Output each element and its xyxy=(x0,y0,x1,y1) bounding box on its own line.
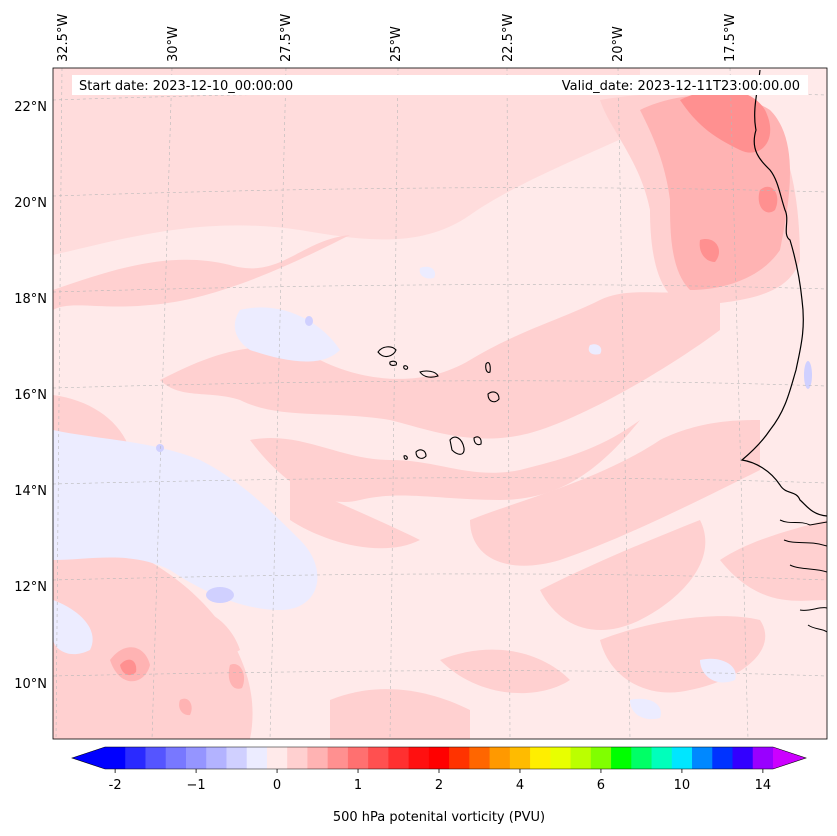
lon-label: 17.5°W xyxy=(723,14,738,62)
valid-date-text: Valid_date: 2023-12-11T23:00:00.00 xyxy=(562,79,800,94)
colorbar-cell xyxy=(125,747,146,769)
colorbar-cell xyxy=(631,747,653,769)
colorbar-cell xyxy=(550,747,572,769)
start-date-text: Start date: 2023-12-10_00:00:00 xyxy=(79,79,293,94)
colorbar-cell xyxy=(590,747,612,769)
colorbar-cell xyxy=(206,747,227,769)
colorbar: -2 −1 0 1 2 4 6 10 14 500 hPa potenital vorticit… xyxy=(71,746,807,825)
colorbar-extend-low xyxy=(72,747,105,769)
map-frame xyxy=(52,67,828,740)
lon-label: 25°W xyxy=(389,26,404,62)
colorbar-cell xyxy=(408,747,430,769)
lon-label: 27.5°W xyxy=(279,14,294,62)
longitude-labels: 32.5°W 30°W 27.5°W 25°W 22.5°W 20°W 17.5… xyxy=(56,14,738,62)
lon-label: 32.5°W xyxy=(56,14,71,62)
colorbar-tick-label: 14 xyxy=(755,778,772,793)
colorbar-cell xyxy=(105,747,126,769)
colorbar-cell xyxy=(692,747,713,769)
cabo-verde-islands xyxy=(377,346,500,460)
colorbar-cell xyxy=(509,747,531,769)
colorbar-cell xyxy=(611,747,632,769)
colorbar-tick-label: -2 xyxy=(109,778,122,793)
colorbar-cell xyxy=(226,747,248,769)
lat-label: 16°N xyxy=(14,388,47,403)
lat-label: 22°N xyxy=(14,100,47,115)
colorbar-cell xyxy=(266,747,288,769)
colorbar-tick-label: 2 xyxy=(435,778,443,793)
lat-label: 18°N xyxy=(14,292,47,307)
lon-label: 30°W xyxy=(166,26,181,62)
colorbar-cell xyxy=(530,747,551,769)
colorbar-extend-high xyxy=(773,747,806,769)
colorbar-cell xyxy=(347,747,369,769)
colorbar-tick-label: 10 xyxy=(674,778,691,793)
colorbar-cell xyxy=(165,747,187,769)
lon-label: 22.5°W xyxy=(501,14,516,62)
colorbar-cell xyxy=(327,747,349,769)
colorbar-cell xyxy=(489,747,511,769)
colorbar-cell xyxy=(712,747,734,769)
lat-label: 10°N xyxy=(14,677,47,692)
colorbar-cell xyxy=(449,747,470,769)
colorbar-tick-label: −1 xyxy=(187,778,206,793)
map-panel xyxy=(53,68,827,739)
lat-label: 12°N xyxy=(14,580,47,595)
colorbar-cell xyxy=(145,747,167,769)
latitude-labels: 22°N 20°N 18°N 16°N 14°N 12°N 10°N xyxy=(14,100,47,692)
date-info-box xyxy=(72,75,808,95)
colorbar-cell xyxy=(368,747,389,769)
pv-contour-negative-mid xyxy=(156,316,812,603)
colorbar-tick-label: 0 xyxy=(273,778,281,793)
lon-label: 20°W xyxy=(611,26,626,62)
coast-detail-senegal xyxy=(779,519,827,633)
colorbar-cells xyxy=(105,747,774,769)
colorbar-cell xyxy=(671,747,693,769)
colorbar-cell xyxy=(307,747,329,769)
colorbar-cell xyxy=(732,747,754,769)
colorbar-cell xyxy=(287,747,308,769)
colorbar-cell xyxy=(651,747,673,769)
colorbar-tick-label: 6 xyxy=(597,778,605,793)
colorbar-cell xyxy=(388,747,410,769)
colorbar-cell xyxy=(185,747,207,769)
colorbar-ticks: -2 −1 0 1 2 4 6 10 14 xyxy=(109,769,772,793)
pv-contour-negative xyxy=(53,266,736,720)
lat-label: 20°N xyxy=(14,196,47,211)
colorbar-cell xyxy=(428,747,450,769)
colorbar-label: 500 hPa potenital vorticity (PVU) xyxy=(333,810,545,825)
colorbar-cell xyxy=(752,747,774,769)
african-coastline xyxy=(740,69,827,517)
colorbar-cell xyxy=(469,747,491,769)
pv-contour-high xyxy=(120,89,778,676)
colorbar-cell xyxy=(246,747,268,769)
lat-label: 14°N xyxy=(14,484,47,499)
colorbar-cell xyxy=(570,747,592,769)
colorbar-tick-label: 4 xyxy=(516,778,524,793)
colorbar-tick-label: 1 xyxy=(354,778,362,793)
colorbar-outline xyxy=(71,746,807,770)
